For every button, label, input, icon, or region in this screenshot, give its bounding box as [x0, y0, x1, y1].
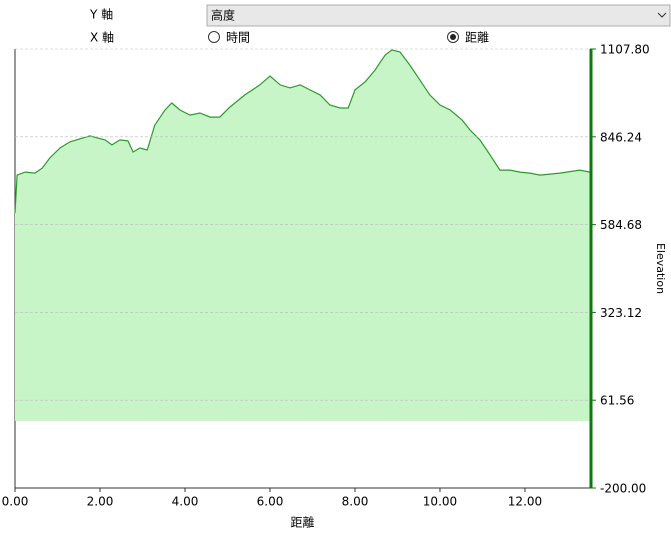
y-tick-label: 61.56: [600, 394, 634, 408]
line: [14, 49, 591, 214]
x-tick-label: 6.00: [257, 495, 284, 509]
y-tick-label: 323.12: [600, 306, 642, 320]
x-axis-title: 距離: [290, 516, 314, 530]
radio-label[interactable]: 距離: [465, 31, 489, 45]
x-tick-label: 8.00: [342, 495, 369, 509]
y-tick-label: 846.24: [600, 130, 642, 144]
x-tick-label: 0.00: [2, 495, 29, 509]
x-tick-label: 10.00: [423, 495, 457, 509]
y-tick-label: 1107.80: [600, 43, 650, 57]
y-tick-label: 584.68: [600, 218, 642, 232]
dropdown-arrow: [657, 12, 667, 18]
y-tick-label: -200.00: [600, 482, 646, 496]
x-tick-label: 12.00: [508, 495, 542, 509]
area: [15, 49, 590, 421]
y-select[interactable]: [206, 4, 671, 27]
x-axis-control-label: X 軸: [90, 31, 114, 45]
radio-label[interactable]: 時間: [226, 31, 250, 45]
y-select-value[interactable]: 高度: [211, 8, 235, 23]
x-tick-label: 4.00: [172, 495, 199, 509]
y-axis-control-label: Y 軸: [89, 8, 113, 22]
radio-dot: [450, 34, 456, 40]
radio[interactable]: [208, 31, 220, 43]
x-tick-label: 2.00: [87, 495, 114, 509]
y-axis-title: Elevation: [654, 243, 667, 294]
